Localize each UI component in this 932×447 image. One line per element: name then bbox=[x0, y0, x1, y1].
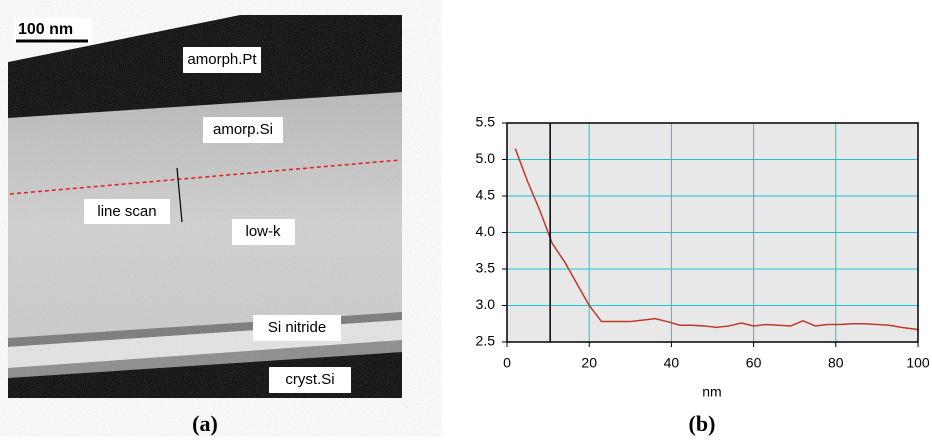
x-tick-label: 0 bbox=[503, 355, 511, 371]
figure: 100 nm amorph.Pt amorp.Si line scan low-… bbox=[0, 0, 932, 442]
y-tick-label: 5.5 bbox=[476, 114, 496, 130]
layer-label: Si nitride bbox=[268, 319, 326, 336]
layer-label: amorph.Pt bbox=[187, 51, 257, 68]
layer-label: low-k bbox=[245, 223, 281, 240]
x-tick-label: 60 bbox=[746, 355, 762, 371]
x-axis-label: nm bbox=[702, 384, 721, 400]
panel-label: (a) bbox=[192, 411, 218, 436]
y-tick-label: 3.5 bbox=[476, 260, 496, 276]
y-tick-label: 4.5 bbox=[476, 187, 496, 203]
x-tick-label: 100 bbox=[906, 355, 930, 371]
y-tick-label: 4.0 bbox=[476, 223, 496, 239]
x-tick-label: 80 bbox=[828, 355, 844, 371]
y-tick-label: 5.0 bbox=[476, 150, 496, 166]
x-tick-label: 20 bbox=[581, 355, 597, 371]
annotation-label: line scan bbox=[97, 203, 156, 220]
scale-bar-label: 100 nm bbox=[18, 21, 73, 38]
y-tick-label: 2.5 bbox=[476, 333, 496, 349]
y-tick-label: 3.0 bbox=[476, 296, 496, 312]
micrograph: 100 nm amorph.Pt amorp.Si line scan low-… bbox=[8, 15, 402, 398]
layer-label: amorp.Si bbox=[213, 121, 273, 138]
x-tick-label: 40 bbox=[664, 355, 680, 371]
panel-label: (b) bbox=[689, 411, 716, 436]
layer-label: cryst.Si bbox=[285, 371, 334, 388]
